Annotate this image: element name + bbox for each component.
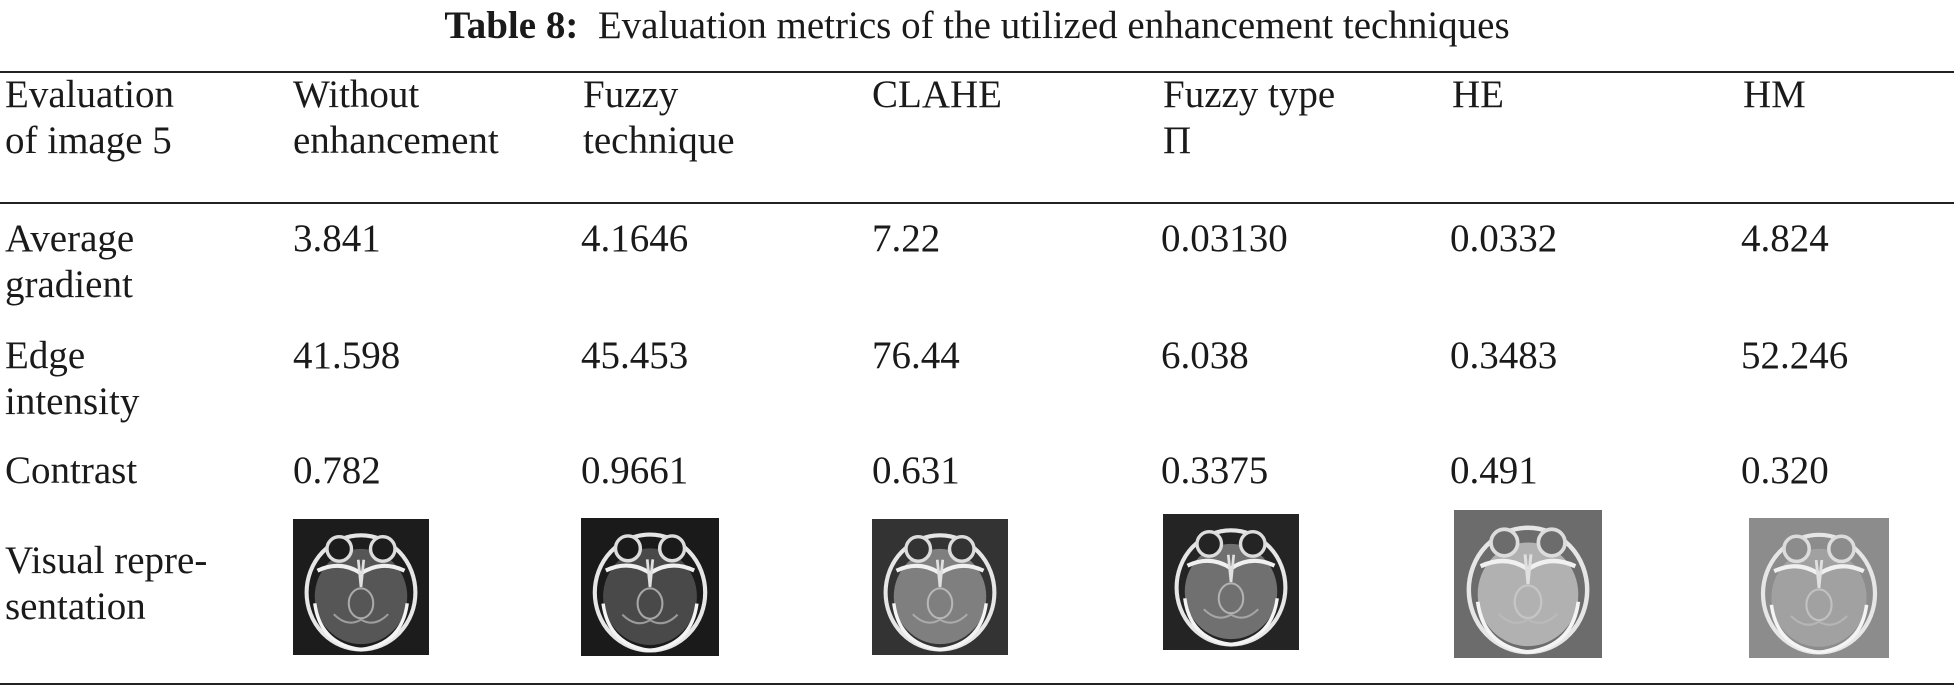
header-line: Without [293, 73, 420, 116]
header-line: HM [1743, 73, 1806, 116]
table-label: Table 8: [444, 4, 579, 47]
header-line: Fuzzy [583, 73, 679, 116]
row-label-line: Contrast [5, 449, 138, 492]
table-cell: 45.453 [581, 334, 689, 377]
row-label-line: intensity [5, 380, 140, 423]
row-label-line: Visual repre- [5, 539, 208, 582]
mri-thumbnail-fuzzy-type-pi [1163, 514, 1299, 650]
table-cell: 41.598 [293, 334, 401, 377]
table-cell: 76.44 [872, 334, 960, 377]
table-cell: 0.320 [1741, 449, 1829, 492]
row-label-line: gradient [5, 263, 133, 306]
row-label-contrast: Contrast [5, 448, 137, 494]
table-cell: 0.03130 [1161, 217, 1288, 260]
row-label-line: sentation [5, 585, 146, 628]
table-cell: 0.782 [293, 449, 381, 492]
row-label-line: Edge [5, 334, 86, 377]
header-line: Π [1163, 119, 1192, 162]
table-cell: 0.3375 [1161, 449, 1269, 492]
header-line: HE [1452, 73, 1504, 116]
header-he: HE [1452, 72, 1504, 118]
row-label-average-gradient: Average gradient [5, 216, 134, 308]
header-clahe: CLAHE [872, 72, 1002, 118]
header-hm: HM [1743, 72, 1806, 118]
table-cell: 0.9661 [581, 449, 689, 492]
row-label-line: Average [5, 217, 135, 260]
header-line: of image 5 [5, 119, 172, 162]
header-fuzzy-type-pi: Fuzzy type Π [1163, 72, 1335, 164]
mri-thumbnail-without-enhancement [293, 519, 429, 655]
header-line: CLAHE [872, 73, 1002, 116]
header-without-enhancement: Without enhancement [293, 72, 499, 164]
table-cell: 6.038 [1161, 334, 1249, 377]
table-caption: Table 8: Evaluation metrics of the utili… [0, 0, 1954, 52]
table-cell: 7.22 [872, 217, 941, 260]
header-line: technique [583, 119, 735, 162]
row-label-edge-intensity: Edge intensity [5, 333, 139, 425]
table-cell: 3.841 [293, 217, 381, 260]
table-cell: 0.3483 [1450, 334, 1558, 377]
header-line: Fuzzy type [1163, 73, 1336, 116]
mri-thumbnail-hm [1749, 518, 1889, 658]
header-rule [0, 202, 1954, 204]
table-cell: 4.824 [1741, 217, 1829, 260]
header-line: Evaluation [5, 73, 174, 116]
table-cell: 0.631 [872, 449, 960, 492]
header-fuzzy-technique: Fuzzy technique [583, 72, 735, 164]
table-cell: 0.0332 [1450, 217, 1558, 260]
table-title: Evaluation metrics of the utilized enhan… [597, 4, 1510, 47]
table-cell: 4.1646 [581, 217, 689, 260]
top-rule [0, 71, 1954, 73]
table-cell: 0.491 [1450, 449, 1538, 492]
table-cell: 52.246 [1741, 334, 1849, 377]
header-evaluation: Evaluation of image 5 [5, 72, 174, 164]
bottom-rule [0, 683, 1954, 685]
mri-thumbnail-fuzzy-technique [581, 518, 719, 656]
mri-thumbnail-clahe [872, 519, 1008, 655]
row-label-visual-representation: Visual repre- sentation [5, 538, 207, 630]
header-line: enhancement [293, 119, 499, 162]
mri-thumbnail-he [1454, 510, 1602, 658]
